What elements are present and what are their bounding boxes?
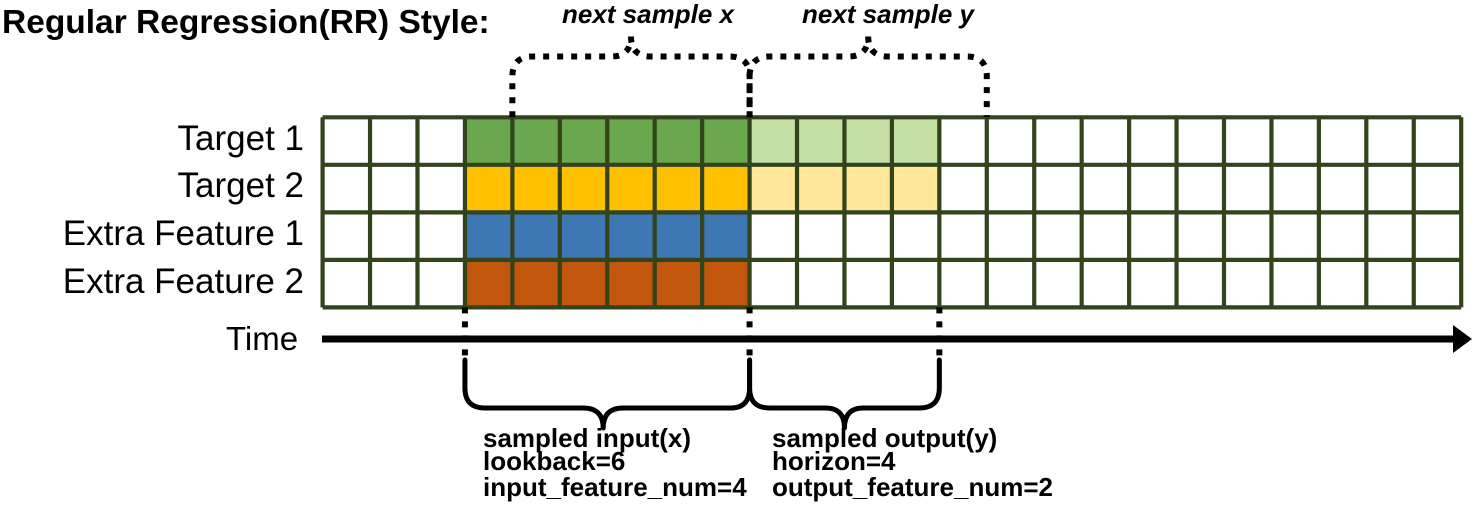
svg-text:next sample x: next sample x <box>562 0 736 29</box>
svg-text:output_feature_num=2: output_feature_num=2 <box>772 472 1053 502</box>
svg-text:input_feature_num=4: input_feature_num=4 <box>483 472 747 502</box>
svg-text:next sample y: next sample y <box>802 0 976 29</box>
